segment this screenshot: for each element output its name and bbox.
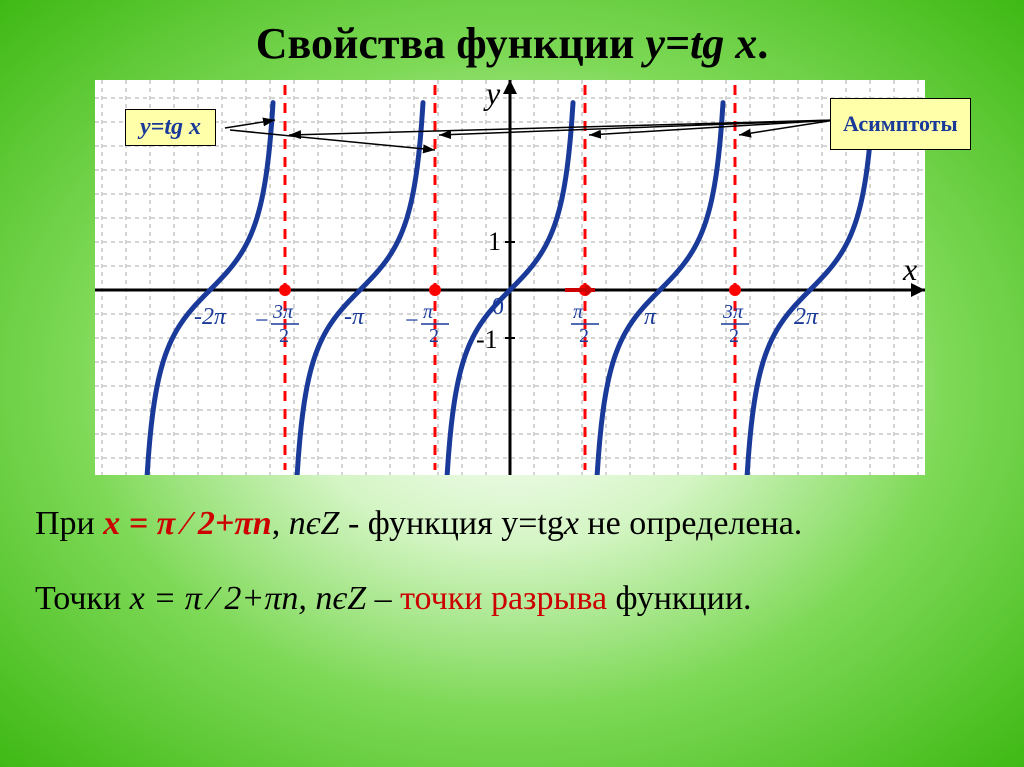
- svg-text:-2π: -2π: [194, 304, 227, 330]
- svg-text:π: π: [423, 301, 434, 323]
- tangent-chart: ух01-1-2π−3π2-π−π2π2π3π22π: [95, 80, 925, 475]
- svg-text:−: −: [405, 308, 419, 334]
- statement-discontinuity: Точки х = π ⁄ 2+πn, nєZ – точки разрыва …: [35, 580, 752, 618]
- svg-text:2: 2: [729, 325, 739, 347]
- svg-text:3π: 3π: [272, 301, 294, 323]
- svg-text:-π: -π: [344, 304, 365, 330]
- svg-text:-1: -1: [476, 325, 498, 354]
- svg-text:−: −: [255, 308, 269, 334]
- svg-text:3π: 3π: [722, 301, 744, 323]
- svg-text:π: π: [644, 304, 657, 330]
- svg-text:0: 0: [492, 294, 504, 320]
- svg-text:2: 2: [429, 325, 439, 347]
- svg-text:2: 2: [579, 325, 589, 347]
- asymptote-label-box: Асимптоты: [830, 98, 971, 150]
- svg-text:2π: 2π: [794, 304, 819, 330]
- statement-undefined: При х = π ⁄ 2+πn, nєZ - функция у=tgх не…: [35, 505, 802, 543]
- chart-svg: ух01-1-2π−3π2-π−π2π2π3π22π: [95, 80, 925, 475]
- function-label-box: y=tg x: [125, 109, 216, 146]
- svg-text:2: 2: [279, 325, 289, 347]
- svg-text:х: х: [902, 251, 917, 287]
- svg-text:у: у: [483, 80, 501, 111]
- page-title: Свойства функции у=tg x.: [0, 18, 1024, 69]
- svg-text:π: π: [573, 301, 584, 323]
- svg-text:1: 1: [488, 227, 501, 256]
